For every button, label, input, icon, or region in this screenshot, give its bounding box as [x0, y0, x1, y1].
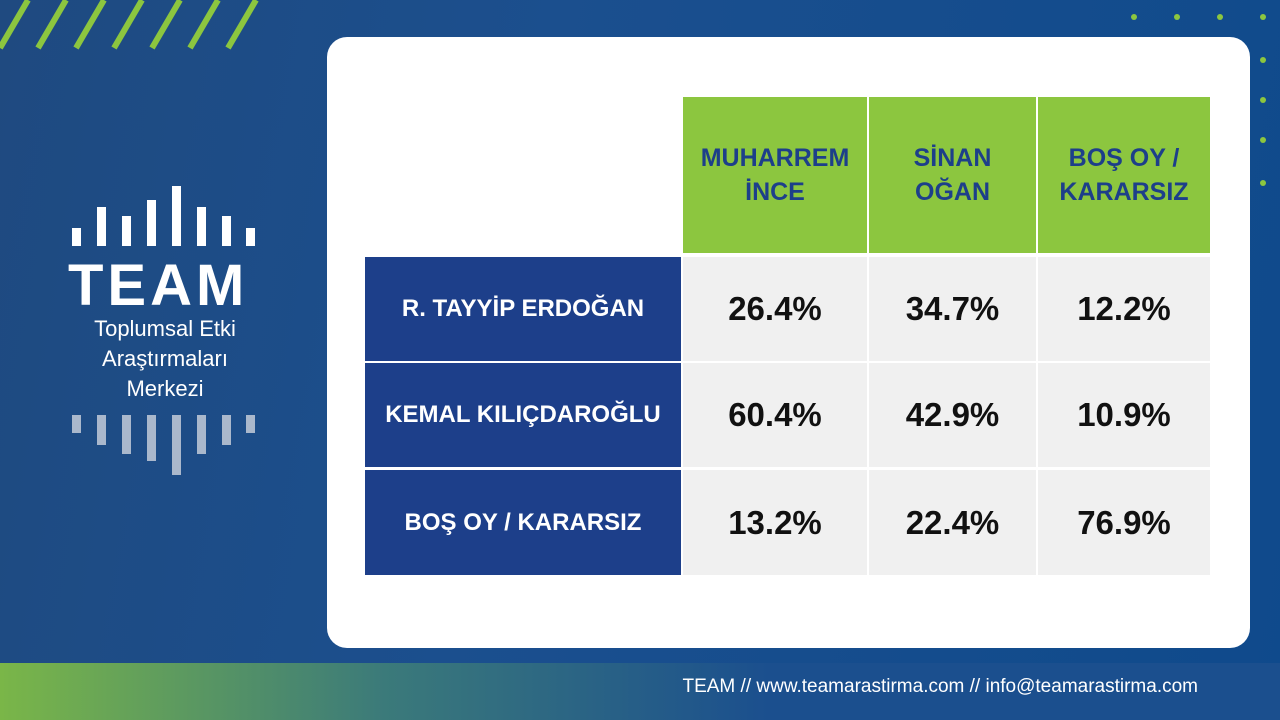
table-cell: 13.2%	[683, 470, 867, 575]
footer: TEAM // www.teamarastirma.com // info@te…	[682, 676, 1198, 697]
logo-title: TEAM	[68, 253, 249, 318]
table-cell: 22.4%	[869, 470, 1036, 575]
row-header: R. TAYYİP ERDOĞAN	[365, 257, 681, 361]
row-header: KEMAL KILIÇDAROĞLU	[365, 363, 681, 467]
table-cell: 12.2%	[1038, 257, 1210, 361]
table-cell: 76.9%	[1038, 470, 1210, 575]
table-cell: 60.4%	[683, 363, 867, 467]
table-cell: 42.9%	[869, 363, 1036, 467]
logo-line: Toplumsal Etki	[94, 316, 236, 341]
table-cell: 26.4%	[683, 257, 867, 361]
row-header: BOŞ OY / KARARSIZ	[365, 470, 681, 575]
column-header: BOŞ OY / KARARSIZ	[1038, 97, 1210, 253]
logo-line: Araştırmaları	[102, 346, 228, 371]
table-cell: 10.9%	[1038, 363, 1210, 467]
table-cell: 34.7%	[869, 257, 1036, 361]
bottom-bar	[0, 663, 1280, 720]
logo-line: Merkezi	[126, 376, 204, 401]
column-header: SİNAN OĞAN	[869, 97, 1036, 253]
stripes	[0, 0, 259, 50]
column-header: MUHARREM İNCE	[683, 97, 867, 253]
logo-marks	[72, 186, 255, 475]
